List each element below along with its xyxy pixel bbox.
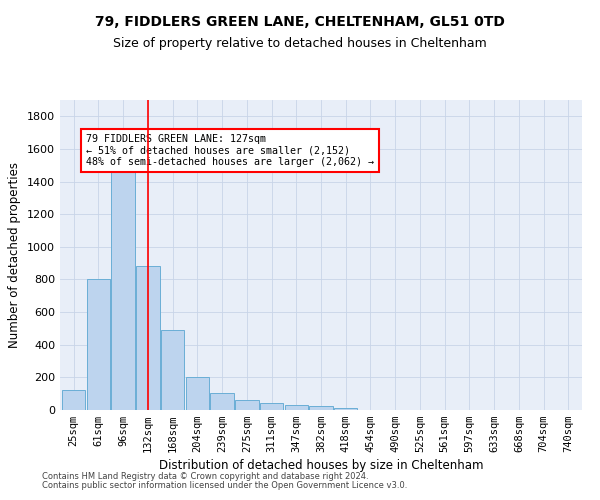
Bar [136, 266, 160, 410]
X-axis label: Distribution of detached houses by size in Cheltenham: Distribution of detached houses by size … [159, 460, 483, 472]
Text: Size of property relative to detached houses in Cheltenham: Size of property relative to detached ho… [113, 38, 487, 51]
Bar [284, 405, 308, 410]
Text: 79, FIDDLERS GREEN LANE, CHELTENHAM, GL51 0TD: 79, FIDDLERS GREEN LANE, CHELTENHAM, GL5… [95, 15, 505, 29]
Bar [210, 393, 234, 410]
Bar [260, 404, 283, 410]
Bar [185, 376, 209, 410]
Text: Contains public sector information licensed under the Open Government Licence v3: Contains public sector information licen… [42, 481, 407, 490]
Bar [334, 408, 358, 410]
Bar [112, 168, 135, 410]
Bar [309, 406, 333, 410]
Bar [62, 390, 85, 410]
Text: 79 FIDDLERS GREEN LANE: 127sqm
← 51% of detached houses are smaller (2,152)
48% : 79 FIDDLERS GREEN LANE: 127sqm ← 51% of … [86, 134, 374, 168]
Bar [161, 330, 184, 410]
Bar [86, 280, 110, 410]
Bar [235, 400, 259, 410]
Y-axis label: Number of detached properties: Number of detached properties [8, 162, 22, 348]
Text: Contains HM Land Registry data © Crown copyright and database right 2024.: Contains HM Land Registry data © Crown c… [42, 472, 368, 481]
